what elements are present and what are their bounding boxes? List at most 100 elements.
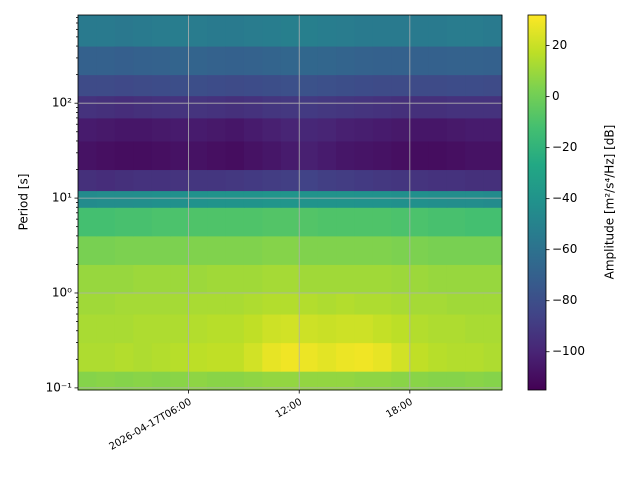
cell bbox=[243, 117, 263, 142]
cell bbox=[354, 140, 374, 171]
cell bbox=[170, 264, 190, 294]
cell bbox=[446, 292, 466, 315]
y-tick-label: 10⁰ bbox=[52, 285, 72, 299]
cell bbox=[372, 46, 392, 76]
cell bbox=[391, 169, 411, 192]
cell bbox=[336, 169, 356, 192]
cell bbox=[188, 292, 208, 315]
cell bbox=[391, 342, 411, 372]
cell bbox=[317, 15, 337, 47]
cell bbox=[483, 207, 503, 237]
cell bbox=[207, 190, 226, 208]
cell bbox=[188, 140, 208, 171]
cell bbox=[409, 190, 429, 208]
cell bbox=[207, 117, 226, 142]
cell bbox=[409, 46, 429, 76]
cell bbox=[280, 95, 300, 119]
cell bbox=[78, 74, 97, 97]
cell bbox=[409, 117, 429, 142]
cell bbox=[354, 292, 374, 315]
cell bbox=[133, 371, 153, 391]
cell bbox=[372, 95, 392, 119]
cell bbox=[391, 264, 411, 294]
cell bbox=[243, 314, 263, 344]
plot-frame bbox=[77, 14, 503, 391]
cell bbox=[114, 371, 134, 391]
cell bbox=[262, 169, 282, 192]
cell bbox=[465, 314, 485, 344]
cell bbox=[78, 15, 97, 47]
cell bbox=[188, 264, 208, 294]
x-tick-label: 2026-04-17T06:00 bbox=[108, 397, 194, 453]
cell bbox=[188, 190, 208, 208]
cell bbox=[391, 207, 411, 237]
cell bbox=[354, 371, 374, 391]
cell bbox=[354, 117, 374, 142]
cell bbox=[78, 371, 97, 391]
colorbar-label: Amplitude [m²/s⁴/Hz] [dB] bbox=[603, 125, 617, 280]
cell bbox=[133, 95, 153, 119]
cell bbox=[243, 46, 263, 76]
cell bbox=[170, 207, 190, 237]
cell bbox=[354, 95, 374, 119]
cell bbox=[409, 342, 429, 372]
cell bbox=[317, 342, 337, 372]
cell bbox=[243, 235, 263, 265]
cell bbox=[299, 74, 319, 97]
cell bbox=[409, 371, 429, 391]
cell bbox=[409, 169, 429, 192]
cell bbox=[207, 371, 226, 391]
cell bbox=[170, 235, 190, 265]
heatmap bbox=[78, 15, 503, 391]
cell bbox=[354, 235, 374, 265]
cell bbox=[133, 190, 153, 208]
cell bbox=[96, 117, 116, 142]
cell bbox=[133, 292, 153, 315]
cell bbox=[428, 95, 448, 119]
cell bbox=[225, 264, 245, 294]
cell bbox=[391, 46, 411, 76]
cell bbox=[317, 314, 337, 344]
cell bbox=[262, 46, 282, 76]
cell bbox=[336, 117, 356, 142]
cell bbox=[133, 15, 153, 47]
cell bbox=[170, 95, 190, 119]
cell bbox=[428, 15, 448, 47]
cell bbox=[299, 95, 319, 119]
cell bbox=[336, 46, 356, 76]
cell bbox=[225, 342, 245, 372]
cell bbox=[280, 190, 300, 208]
cell bbox=[483, 235, 503, 265]
cell bbox=[151, 46, 171, 76]
cell bbox=[299, 292, 319, 315]
colorbar-tick-label: −100 bbox=[552, 344, 585, 358]
cell bbox=[465, 292, 485, 315]
cell bbox=[188, 314, 208, 344]
cell bbox=[317, 207, 337, 237]
cell bbox=[409, 207, 429, 237]
cell bbox=[446, 190, 466, 208]
cell bbox=[133, 46, 153, 76]
cell bbox=[372, 292, 392, 315]
cell bbox=[262, 95, 282, 119]
cell bbox=[446, 95, 466, 119]
cell bbox=[391, 140, 411, 171]
cell bbox=[280, 169, 300, 192]
cell bbox=[262, 264, 282, 294]
cell bbox=[465, 169, 485, 192]
cell bbox=[280, 140, 300, 171]
cell bbox=[336, 74, 356, 97]
cell bbox=[372, 314, 392, 344]
cell bbox=[372, 235, 392, 265]
cell bbox=[188, 95, 208, 119]
colorbar-tick-label: −20 bbox=[552, 140, 577, 154]
cell bbox=[299, 190, 319, 208]
cell bbox=[428, 190, 448, 208]
cell bbox=[225, 95, 245, 119]
cell bbox=[428, 314, 448, 344]
cell bbox=[207, 292, 226, 315]
cell bbox=[133, 235, 153, 265]
cell bbox=[133, 117, 153, 142]
cell bbox=[299, 15, 319, 47]
